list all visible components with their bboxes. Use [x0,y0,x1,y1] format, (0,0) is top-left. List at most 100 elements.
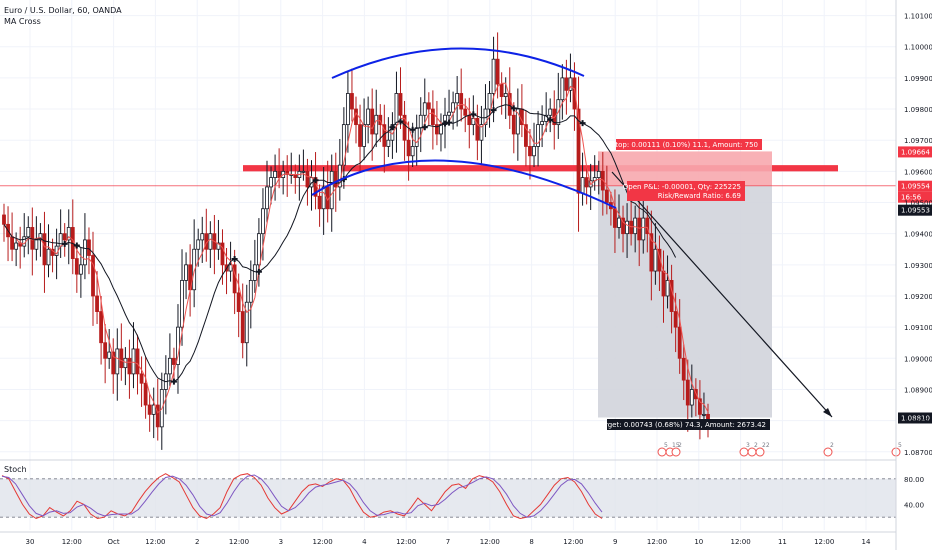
candle-body[interactable] [511,114,516,135]
candle-body[interactable] [698,398,702,415]
candle-body[interactable] [200,233,205,241]
candle-body[interactable] [422,102,427,116]
candle-body[interactable] [455,93,460,104]
candle-body[interactable] [147,404,152,415]
candle-body[interactable] [350,93,354,110]
event-badge[interactable] [739,447,749,457]
candle-body[interactable] [439,124,443,135]
candle-body[interactable] [184,264,188,281]
arc-top-drawing[interactable] [331,47,585,79]
candle-body[interactable] [66,227,71,241]
candle-body[interactable] [151,404,156,415]
candle-body[interactable] [99,311,104,344]
candle-body[interactable] [46,248,51,266]
candle-body[interactable] [629,220,634,235]
candle-body[interactable] [22,236,27,247]
candle-body[interactable] [83,239,87,266]
candle-body[interactable] [317,195,322,210]
candle-body[interactable] [34,239,39,250]
candle-body[interactable] [503,93,508,97]
candle-body[interactable] [426,102,431,110]
candle-body[interactable] [617,217,621,228]
candle-body[interactable] [305,170,310,188]
candle-body[interactable] [172,357,176,365]
candle-body[interactable] [321,186,326,210]
candle-body[interactable] [398,93,403,116]
candle-body[interactable] [677,326,682,359]
candle-body[interactable] [192,248,197,291]
stop-region[interactable] [598,151,772,186]
candle-body[interactable] [127,357,132,375]
candle-body[interactable] [475,117,480,141]
candle-body[interactable] [285,170,290,175]
candle-body[interactable] [653,248,658,272]
candle-body[interactable] [196,239,201,250]
candle-body[interactable] [568,77,573,91]
candle-body[interactable] [491,58,496,94]
candle-body[interactable] [131,348,136,375]
candle-body[interactable] [645,217,650,235]
candle-body[interactable] [38,233,43,241]
candle-body[interactable] [378,114,383,126]
candle-body[interactable] [621,217,625,235]
candle-body[interactable] [435,124,439,135]
candle-body[interactable] [661,270,666,297]
candle-body[interactable] [10,236,14,250]
candle-body[interactable] [613,208,617,228]
candle-body[interactable] [374,114,379,135]
candle-body[interactable] [269,177,273,188]
candle-body[interactable] [702,413,706,416]
event-badge[interactable] [823,447,833,457]
candle-body[interactable] [273,170,277,178]
candle-body[interactable] [143,382,148,406]
candle-body[interactable] [418,114,423,129]
candle-body[interactable] [216,242,221,250]
candle-body[interactable] [665,280,670,297]
candle-body[interactable] [414,127,419,147]
candle-body[interactable] [244,301,249,344]
candle-body[interactable] [689,389,694,406]
candle-body[interactable] [248,280,253,303]
candle-body[interactable] [74,258,79,275]
candle-body[interactable] [78,264,83,275]
candle-body[interactable] [208,233,213,250]
candle-body[interactable] [596,170,601,178]
candle-body[interactable] [459,93,464,110]
candle-body[interactable] [346,93,350,126]
candle-body[interactable] [499,83,504,97]
candle-body[interactable] [135,348,140,375]
candle-body[interactable] [103,342,108,359]
candle-body[interactable] [572,77,577,110]
candle-body[interactable] [451,102,456,113]
candle-body[interactable] [406,139,411,157]
candle-body[interactable] [111,351,116,375]
candle-body[interactable] [548,108,553,116]
candle-body[interactable] [155,404,160,428]
candle-body[interactable] [329,170,334,210]
candle-body[interactable] [532,146,536,157]
candle-body[interactable] [430,108,435,126]
candle-body[interactable] [495,58,500,85]
resistance-zone[interactable] [243,165,838,172]
event-badge[interactable] [747,447,757,457]
candle-body[interactable] [277,170,282,178]
candle-body[interactable] [220,242,225,266]
candle-body[interactable] [240,311,245,344]
candle-body[interactable] [681,357,686,381]
candle-body[interactable] [139,373,144,384]
candle-body[interactable] [560,77,565,101]
candle-body[interactable] [394,93,399,126]
candle-body[interactable] [123,357,128,369]
candle-body[interactable] [167,357,172,375]
candle-body[interactable] [649,233,654,272]
candle-body[interactable] [580,177,585,194]
candle-body[interactable] [604,189,609,203]
candle-body[interactable] [410,146,415,157]
candle-body[interactable] [301,170,306,173]
candle-body[interactable] [366,108,371,126]
candle-body[interactable] [2,214,6,225]
candle-body[interactable] [333,170,338,188]
candle-body[interactable] [507,93,512,116]
candle-body[interactable] [236,292,241,312]
candle-body[interactable] [625,220,629,235]
